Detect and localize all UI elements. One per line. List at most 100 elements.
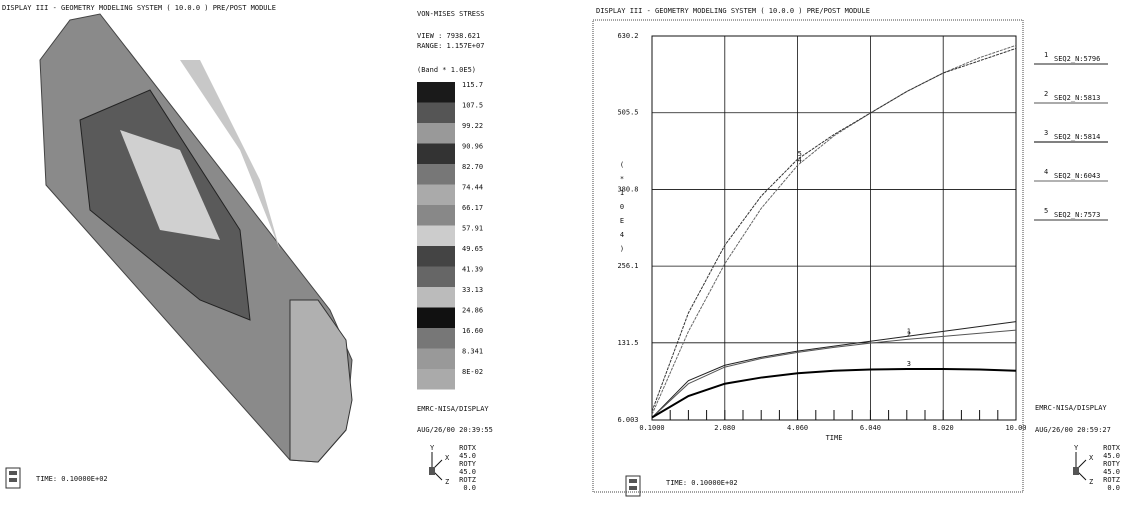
series-line	[652, 45, 1016, 414]
triad-label: Z	[445, 478, 449, 486]
band-value: 90.96	[462, 143, 483, 151]
band-swatch	[417, 287, 455, 308]
band-swatch	[417, 144, 455, 165]
time-label: TIME: 0.10000E+02	[666, 479, 738, 487]
band-swatch	[417, 82, 455, 103]
rotation-text: 0.0	[463, 484, 476, 492]
band-value: 24.86	[462, 307, 483, 315]
band-value: 49.65	[462, 245, 483, 253]
program-name: EMRC-NISA/DISPLAY	[1035, 404, 1107, 412]
series-line	[652, 330, 1016, 417]
program-name: EMRC-NISA/DISPLAY	[417, 405, 489, 413]
plot-area	[652, 36, 1016, 420]
band-value: 8E-02	[462, 368, 483, 376]
logo-mark	[629, 479, 637, 483]
x-tick-label: 8.020	[933, 424, 954, 432]
rotation-text: ROTZ	[1103, 476, 1120, 484]
triad-label: X	[445, 454, 450, 462]
y-tick-label: 131.5	[617, 339, 638, 347]
band-swatch	[417, 246, 455, 267]
rotation-text: 45.0	[459, 468, 476, 476]
rotation-text: 45.0	[459, 452, 476, 460]
legend-entry: SEQ2_N:5814	[1054, 133, 1100, 141]
x-axis-label: TIME	[826, 434, 843, 442]
rotation-text: ROTX	[1103, 444, 1121, 452]
x-tick-label: 4.060	[787, 424, 808, 432]
triad-label: X	[1089, 454, 1094, 462]
logo-mark	[629, 486, 637, 490]
band-value: 66.17	[462, 204, 483, 212]
series-line	[652, 48, 1016, 411]
legend-key: 4	[1044, 168, 1048, 176]
date-time: AUG/26/00 20:39:55	[417, 426, 493, 434]
x-tick-label: 2.080	[714, 424, 735, 432]
band-value: 41.39	[462, 266, 483, 274]
logo-mark	[9, 478, 17, 482]
band-value: 115.7	[462, 81, 483, 89]
logo-mark	[9, 471, 17, 475]
band-swatch	[417, 226, 455, 247]
legend-key: 3	[1044, 129, 1048, 137]
y-tick-label: 630.2	[617, 32, 638, 40]
curve-label: 3	[907, 360, 911, 368]
result-title: VON-MISES STRESS	[417, 10, 484, 18]
legend-key: 2	[1044, 90, 1048, 98]
triad-label: Z	[1089, 478, 1093, 486]
curve-label: 5	[798, 150, 802, 158]
y-tick-label: 505.5	[617, 109, 638, 117]
band-swatch	[417, 185, 455, 206]
legend-key: 1	[1044, 51, 1048, 59]
band-swatch	[417, 369, 455, 390]
left-header: DISPLAY III - GEOMETRY MODELING SYSTEM (…	[2, 4, 276, 12]
legend-entry: SEQ2_N:7573	[1054, 211, 1100, 219]
logo	[626, 476, 640, 496]
legend-entry: SEQ2_N:5796	[1054, 55, 1100, 63]
rotation-text: ROTY	[459, 460, 477, 468]
rotation-text: ROTX	[459, 444, 477, 452]
x-tick-label: 0.1000	[639, 424, 664, 432]
triad-label: Y	[430, 444, 435, 452]
triad-label: Y	[1074, 444, 1079, 452]
band-swatch	[417, 205, 455, 226]
band-value: 74.44	[462, 184, 483, 192]
y-tick-label: 6.003	[617, 416, 638, 424]
band-value: 8.341	[462, 348, 483, 356]
band-swatch	[417, 164, 455, 185]
band-swatch	[417, 328, 455, 349]
legend-entry: SEQ2_N:6043	[1054, 172, 1100, 180]
rotation-text: ROTY	[1103, 460, 1121, 468]
band-swatch	[417, 123, 455, 144]
x-tick-label: 10.00	[1005, 424, 1026, 432]
y-tick-label: 256.1	[617, 262, 638, 270]
band-swatch	[417, 308, 455, 329]
range: RANGE: 1.157E+07	[417, 42, 484, 50]
view-scale: VIEW : 7938.621	[417, 32, 480, 40]
band-value: 16.60	[462, 327, 483, 335]
band-swatch	[417, 103, 455, 124]
triad-cube	[1073, 467, 1079, 475]
mesh-model	[40, 14, 352, 462]
band-value: 99.22	[462, 122, 483, 130]
triad-cube	[429, 467, 435, 475]
band-value: 107.5	[462, 102, 483, 110]
band-value: 82.70	[462, 163, 483, 171]
band-value: 33.13	[462, 286, 483, 294]
legend-key: 5	[1044, 207, 1048, 215]
legend-entry: SEQ2_N:5813	[1054, 94, 1100, 102]
logo	[6, 468, 20, 488]
date-time: AUG/26/00 20:59:27	[1035, 426, 1111, 434]
rotation-text: ROTZ	[459, 476, 476, 484]
curve-label: 2	[907, 330, 911, 338]
y-axis-label: (*10E4)	[618, 161, 626, 259]
screen: DISPLAY III - GEOMETRY MODELING SYSTEM (…	[0, 0, 1124, 512]
x-tick-label: 6.040	[860, 424, 881, 432]
color-bar: 115.7 107.5 99.22 90.96 82.70 74.44 66.17 57.91…	[417, 81, 483, 390]
band-title: (Band * 1.0E5)	[417, 66, 476, 74]
rotation-text: 45.0	[1103, 468, 1120, 476]
band-swatch	[417, 349, 455, 370]
time-label: TIME: 0.10000E+02	[36, 475, 108, 483]
band-value: 57.91	[462, 225, 483, 233]
